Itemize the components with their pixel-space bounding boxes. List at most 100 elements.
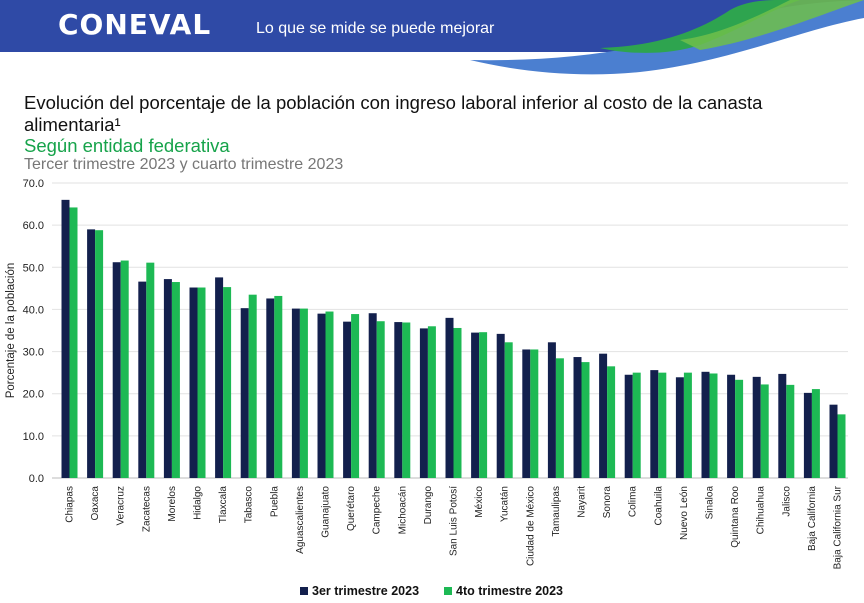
bar-series2 bbox=[248, 294, 257, 478]
header-banner bbox=[0, 0, 864, 78]
bar-series2 bbox=[683, 372, 692, 478]
bar-series1 bbox=[599, 353, 608, 478]
bar-chart: 0.0 10.0 20.0 30.0 40.0 50.0 60.0 70.0 Porcentaj… bbox=[5, 178, 848, 569]
x-tick-label: Aguascalientes bbox=[295, 486, 306, 554]
x-tick-label: Chihuahua bbox=[756, 486, 767, 535]
y-axis-label: Porcentaje de la población bbox=[5, 263, 17, 399]
legend-item-series1: 3er trimestre 2023 bbox=[300, 584, 419, 598]
legend-item-series2: 4to trimestre 2023 bbox=[444, 584, 563, 598]
y-tick-label: 40.0 bbox=[23, 304, 44, 316]
x-tick-label: Quintana Roo bbox=[730, 486, 741, 548]
bar-series1 bbox=[573, 357, 582, 478]
bar-series2 bbox=[427, 326, 436, 478]
bar-series2 bbox=[607, 366, 616, 478]
chart-period: Tercer trimestre 2023 y cuarto trimestre… bbox=[24, 156, 344, 173]
coneval-logo: CONEVAL bbox=[58, 8, 212, 41]
x-tick-label: Puebla bbox=[269, 486, 280, 518]
legend-label-series2: 4to trimestre 2023 bbox=[456, 584, 564, 598]
chart-title: Evolución del porcentaje de la población… bbox=[24, 92, 763, 135]
x-tick-label: Chiapas bbox=[65, 486, 76, 523]
bar-series2 bbox=[274, 295, 283, 478]
bar-series2 bbox=[658, 372, 667, 478]
bar-series2 bbox=[223, 287, 232, 478]
bar-series1 bbox=[61, 199, 70, 478]
bar-series1 bbox=[291, 308, 300, 478]
x-tick-label: Zacatecas bbox=[141, 486, 152, 532]
bar-series2 bbox=[146, 262, 155, 478]
x-tick-label: San Luis Potosí bbox=[449, 486, 460, 556]
bar-series1 bbox=[829, 404, 838, 478]
legend-swatch-series2 bbox=[444, 587, 452, 595]
x-tick-label: Hidalgo bbox=[193, 486, 204, 520]
bar-series2 bbox=[376, 321, 385, 478]
bar-series1 bbox=[87, 229, 96, 478]
bar-series2 bbox=[95, 230, 104, 478]
bar-series1 bbox=[317, 313, 326, 478]
x-tick-label: Oaxaca bbox=[90, 486, 101, 521]
bar-series2 bbox=[709, 373, 718, 478]
x-tick-label: Baja California bbox=[807, 486, 818, 551]
y-tick-label: 30.0 bbox=[23, 347, 44, 359]
bar-series1 bbox=[394, 322, 403, 478]
bar-series1 bbox=[112, 262, 121, 478]
bar-series1 bbox=[419, 328, 428, 478]
x-tick-label: Jalisco bbox=[781, 486, 792, 517]
x-tick-label: Veracruz bbox=[116, 486, 127, 525]
bar-series1 bbox=[163, 279, 172, 478]
x-tick-label: Campeche bbox=[372, 486, 383, 535]
bar-series2 bbox=[402, 322, 411, 478]
x-tick-label: Tabasco bbox=[244, 486, 255, 524]
bar-series1 bbox=[471, 332, 480, 478]
bar-series2 bbox=[171, 282, 180, 478]
bar-series2 bbox=[69, 207, 78, 478]
bar-series1 bbox=[701, 371, 710, 478]
x-tick-label: Baja California Sur bbox=[833, 485, 844, 569]
bar-series1 bbox=[240, 308, 249, 478]
bar-series1 bbox=[624, 374, 633, 478]
x-tick-label: México bbox=[474, 486, 485, 518]
header-tagline: Lo que se mide se puede mejorar bbox=[256, 20, 495, 37]
y-tick-label: 20.0 bbox=[23, 389, 44, 401]
bar-series2 bbox=[837, 414, 846, 478]
bar-series2 bbox=[325, 311, 334, 478]
bar-series1 bbox=[445, 317, 454, 478]
bar-series2 bbox=[811, 389, 820, 478]
x-tick-label: Tlaxcala bbox=[218, 486, 229, 524]
x-tick-label: Yucatán bbox=[500, 486, 511, 522]
x-tick-label: Sonora bbox=[602, 486, 613, 519]
x-tick-label: Morelos bbox=[167, 486, 178, 522]
y-tick-label: 60.0 bbox=[23, 220, 44, 232]
bar-series2 bbox=[453, 327, 462, 478]
y-tick-label: 70.0 bbox=[23, 178, 44, 190]
x-tick-label: Ciudad de México bbox=[525, 486, 536, 566]
x-tick-label: Durango bbox=[423, 486, 434, 525]
bar-series2 bbox=[530, 349, 539, 478]
bar-series2 bbox=[120, 260, 129, 478]
bar-series1 bbox=[675, 377, 684, 478]
bar-series1 bbox=[368, 313, 377, 478]
y-tick-label: 50.0 bbox=[23, 262, 44, 274]
bar-series1 bbox=[803, 392, 812, 478]
bar-series2 bbox=[555, 358, 564, 478]
bar-series1 bbox=[778, 373, 787, 478]
bar-series1 bbox=[138, 281, 147, 478]
bar-series1 bbox=[522, 349, 531, 478]
bar-series1 bbox=[547, 342, 556, 478]
legend-label-series1: 3er trimestre 2023 bbox=[312, 584, 420, 598]
bar-series1 bbox=[266, 298, 275, 478]
x-tick-label: Nayarit bbox=[577, 486, 588, 518]
x-tick-label: Nuevo León bbox=[679, 486, 690, 540]
bar-series2 bbox=[581, 362, 590, 478]
x-tick-label: Tamaulipas bbox=[551, 486, 562, 537]
bar-series2 bbox=[786, 384, 795, 478]
bar-series1 bbox=[496, 333, 505, 478]
bar-series2 bbox=[632, 372, 641, 478]
bar-series1 bbox=[189, 287, 198, 478]
chart-subtitle: Según entidad federativa bbox=[24, 135, 230, 156]
legend-swatch-series1 bbox=[300, 587, 308, 595]
bar-series1 bbox=[215, 277, 224, 478]
bar-series1 bbox=[650, 370, 659, 478]
bar-series2 bbox=[735, 379, 744, 478]
bar-series2 bbox=[351, 314, 360, 478]
y-tick-label: 0.0 bbox=[29, 473, 44, 485]
